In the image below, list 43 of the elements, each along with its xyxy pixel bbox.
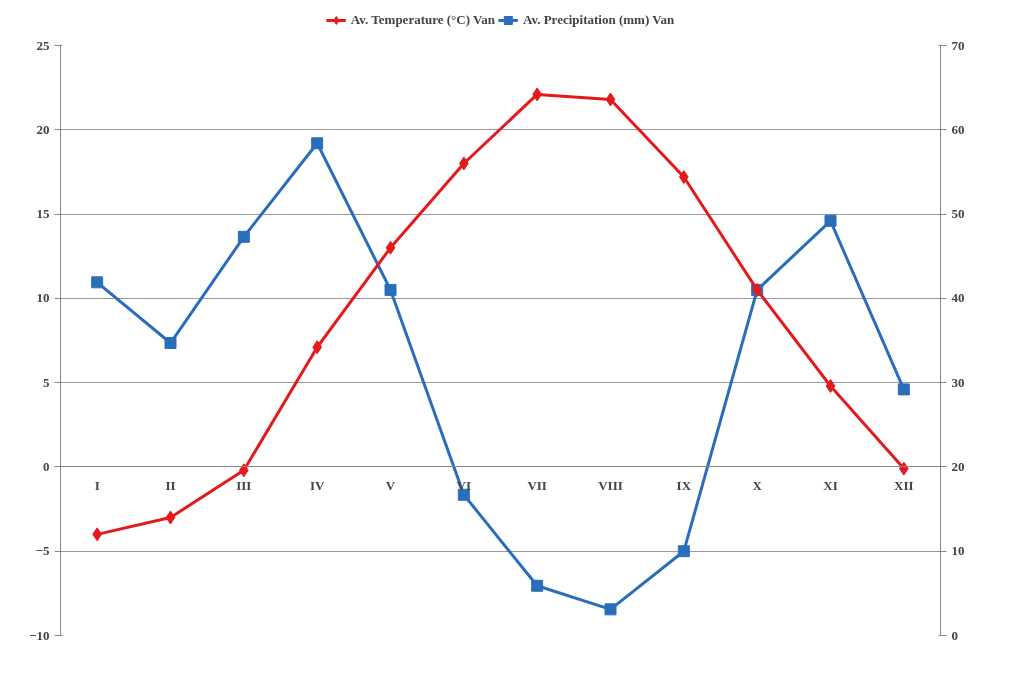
- x-tick-label: VII: [527, 477, 547, 493]
- y2-tick-label: 20: [951, 458, 965, 474]
- y-tick-label: −10: [29, 627, 50, 643]
- y2-tick-label: 70: [951, 37, 965, 53]
- x-tick-label: VIII: [598, 477, 623, 493]
- x-tick-label: I: [94, 477, 100, 493]
- point: [165, 510, 176, 525]
- y2-tick-label: 60: [951, 121, 965, 137]
- y-tick-label: 0: [43, 458, 50, 474]
- x-tick-label: III: [236, 477, 252, 493]
- point: [237, 230, 250, 243]
- y2-tick-label: 0: [951, 627, 958, 643]
- y-tick-label: 15: [36, 206, 50, 222]
- legend-label: Av. Precipitation (mm) Van: [522, 12, 675, 28]
- x-tick-label: V: [385, 477, 396, 493]
- y-tick-label: 10: [36, 290, 50, 306]
- y-tick-label: 5: [43, 374, 50, 390]
- point: [897, 383, 910, 396]
- x-tick-label: XI: [823, 477, 838, 493]
- point: [164, 337, 177, 350]
- y2-tick-label: 30: [951, 374, 965, 390]
- point: [604, 603, 617, 616]
- legend-label: Av. Temperature (°C) Van: [350, 12, 495, 28]
- y2-tick-label: 40: [951, 290, 965, 306]
- point: [384, 283, 397, 296]
- point: [91, 276, 104, 289]
- y-tick-label: 20: [36, 121, 50, 137]
- x-tick-label: IV: [309, 477, 325, 493]
- point: [311, 137, 324, 150]
- y-tick-label: −5: [35, 543, 50, 559]
- x-tick-label: X: [752, 477, 763, 493]
- point: [824, 214, 837, 227]
- point: [677, 545, 690, 558]
- x-tick-label: IX: [676, 477, 692, 493]
- x-tick-label: XII: [894, 477, 914, 493]
- point: [531, 579, 544, 592]
- y2-tick-label: 10: [951, 543, 965, 559]
- y2-tick-label: 50: [951, 206, 965, 222]
- point: [605, 92, 616, 107]
- y-tick-label: 25: [36, 37, 50, 53]
- x-tick-label: II: [165, 477, 176, 493]
- point: [825, 379, 836, 394]
- point: [385, 240, 396, 255]
